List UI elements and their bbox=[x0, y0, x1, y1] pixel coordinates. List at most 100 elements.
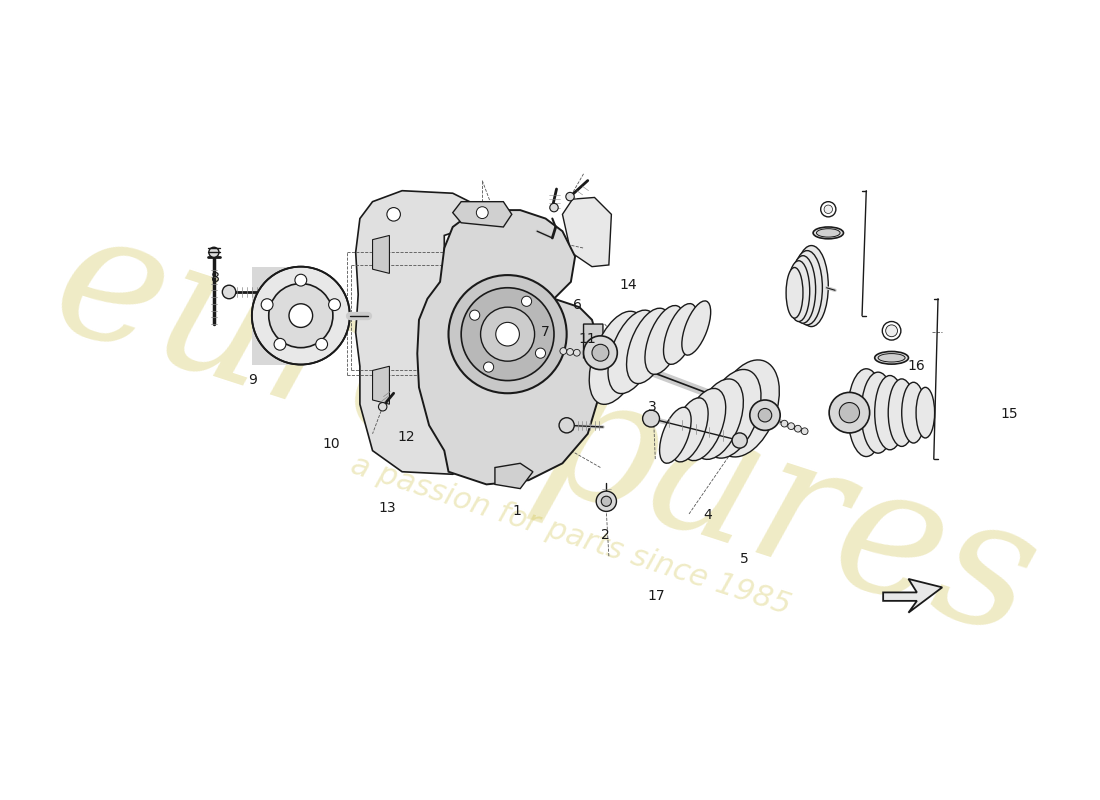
Ellipse shape bbox=[792, 250, 823, 325]
Circle shape bbox=[295, 274, 307, 286]
Ellipse shape bbox=[682, 301, 711, 355]
Circle shape bbox=[592, 344, 609, 361]
Text: 9: 9 bbox=[249, 373, 257, 386]
Ellipse shape bbox=[794, 246, 828, 326]
Circle shape bbox=[788, 422, 794, 430]
Circle shape bbox=[470, 310, 480, 320]
Text: a passion for parts since 1985: a passion for parts since 1985 bbox=[348, 450, 794, 620]
Circle shape bbox=[484, 362, 494, 372]
Polygon shape bbox=[883, 579, 943, 613]
Ellipse shape bbox=[786, 267, 803, 318]
Text: 12: 12 bbox=[397, 430, 415, 444]
Circle shape bbox=[750, 400, 780, 430]
Circle shape bbox=[733, 433, 747, 448]
Circle shape bbox=[550, 203, 558, 212]
Circle shape bbox=[387, 207, 400, 221]
Circle shape bbox=[801, 428, 808, 434]
Circle shape bbox=[642, 410, 660, 427]
Circle shape bbox=[378, 402, 387, 411]
Circle shape bbox=[261, 298, 273, 310]
Circle shape bbox=[583, 336, 617, 370]
Circle shape bbox=[289, 304, 312, 327]
Circle shape bbox=[461, 288, 554, 381]
Circle shape bbox=[449, 275, 566, 394]
Ellipse shape bbox=[813, 227, 844, 239]
Ellipse shape bbox=[627, 308, 671, 383]
Ellipse shape bbox=[878, 354, 905, 362]
Circle shape bbox=[496, 322, 519, 346]
Circle shape bbox=[590, 338, 600, 348]
Circle shape bbox=[839, 402, 859, 422]
Circle shape bbox=[274, 338, 286, 350]
Ellipse shape bbox=[916, 387, 935, 438]
Circle shape bbox=[476, 206, 488, 218]
Ellipse shape bbox=[861, 372, 895, 453]
Text: 1: 1 bbox=[513, 505, 521, 518]
Text: 15: 15 bbox=[1001, 406, 1019, 421]
Ellipse shape bbox=[816, 229, 840, 237]
Circle shape bbox=[559, 418, 574, 433]
Polygon shape bbox=[373, 366, 389, 404]
Polygon shape bbox=[373, 235, 389, 274]
Circle shape bbox=[758, 409, 772, 422]
Circle shape bbox=[481, 307, 535, 361]
Circle shape bbox=[886, 325, 898, 337]
Circle shape bbox=[781, 420, 788, 427]
Text: 17: 17 bbox=[648, 589, 666, 602]
Ellipse shape bbox=[693, 379, 744, 459]
Polygon shape bbox=[417, 210, 601, 484]
Polygon shape bbox=[495, 463, 532, 489]
Circle shape bbox=[565, 192, 574, 201]
Polygon shape bbox=[583, 324, 603, 362]
Text: 11: 11 bbox=[578, 332, 596, 346]
Circle shape bbox=[829, 393, 870, 433]
Text: 7: 7 bbox=[541, 326, 550, 339]
Ellipse shape bbox=[590, 311, 646, 404]
Polygon shape bbox=[252, 266, 305, 365]
Ellipse shape bbox=[902, 382, 925, 443]
Ellipse shape bbox=[663, 303, 697, 364]
Circle shape bbox=[824, 205, 833, 214]
Circle shape bbox=[222, 286, 235, 298]
Ellipse shape bbox=[874, 375, 905, 450]
Circle shape bbox=[329, 298, 340, 310]
Text: 3: 3 bbox=[648, 400, 657, 414]
Circle shape bbox=[596, 491, 616, 511]
Text: eurospares: eurospares bbox=[33, 192, 1057, 675]
Ellipse shape bbox=[671, 398, 708, 462]
Ellipse shape bbox=[645, 306, 684, 374]
Text: 5: 5 bbox=[740, 552, 749, 566]
Polygon shape bbox=[453, 202, 512, 227]
Ellipse shape bbox=[888, 379, 915, 446]
Ellipse shape bbox=[874, 351, 909, 364]
Circle shape bbox=[566, 349, 573, 355]
Ellipse shape bbox=[790, 256, 815, 323]
Circle shape bbox=[521, 296, 531, 306]
Circle shape bbox=[794, 426, 801, 432]
Circle shape bbox=[448, 420, 458, 430]
Ellipse shape bbox=[608, 310, 658, 394]
Polygon shape bbox=[562, 198, 612, 266]
Circle shape bbox=[268, 283, 333, 348]
Circle shape bbox=[316, 338, 328, 350]
Circle shape bbox=[602, 496, 612, 506]
Text: 6: 6 bbox=[573, 298, 582, 313]
Text: 4: 4 bbox=[703, 508, 712, 522]
Text: 10: 10 bbox=[322, 437, 340, 451]
Circle shape bbox=[573, 350, 580, 356]
Circle shape bbox=[536, 348, 546, 358]
Ellipse shape bbox=[714, 360, 779, 457]
Text: 13: 13 bbox=[378, 501, 396, 515]
Ellipse shape bbox=[682, 388, 726, 461]
Ellipse shape bbox=[660, 407, 691, 463]
Text: 16: 16 bbox=[908, 359, 925, 374]
Text: 14: 14 bbox=[620, 278, 638, 292]
Ellipse shape bbox=[848, 369, 884, 457]
Circle shape bbox=[560, 348, 566, 354]
Circle shape bbox=[252, 266, 350, 365]
Text: 8: 8 bbox=[211, 271, 220, 286]
Ellipse shape bbox=[703, 370, 761, 458]
Text: 2: 2 bbox=[601, 528, 609, 542]
Polygon shape bbox=[355, 190, 478, 474]
Ellipse shape bbox=[788, 261, 810, 322]
